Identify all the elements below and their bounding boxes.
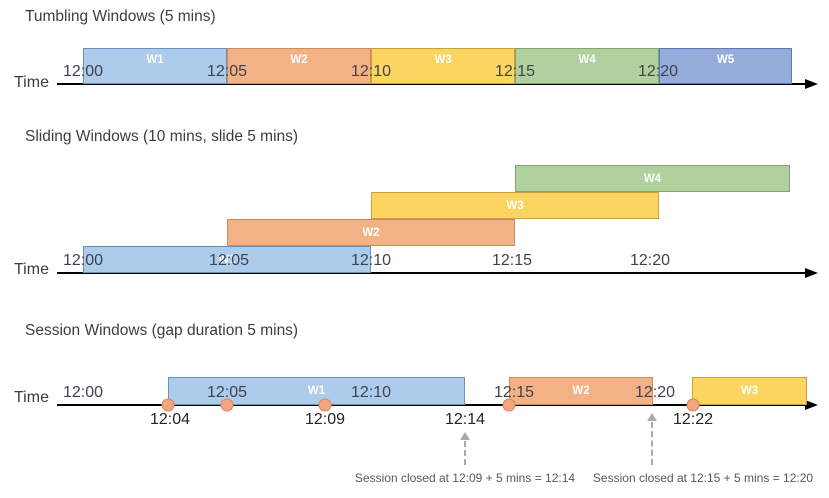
- session-window-w1: W1: [168, 377, 465, 405]
- event-dot: [686, 398, 700, 412]
- window-label: W2: [290, 54, 308, 66]
- tick-label: 12:00: [62, 63, 104, 80]
- up-arrow-icon: [647, 413, 657, 421]
- up-arrow-icon: [460, 432, 470, 440]
- window-label: W1: [307, 385, 326, 397]
- event-time-label: 12:22: [672, 411, 714, 428]
- window-label: W5: [716, 54, 735, 66]
- sliding-window-w3: W3: [371, 192, 659, 219]
- tick-label: 12:05: [206, 384, 248, 401]
- window-label: W2: [572, 385, 590, 397]
- event-time-label: 12:09: [304, 411, 346, 428]
- sliding-windows-title: Sliding Windows (10 mins, slide 5 mins): [25, 128, 299, 145]
- timeline-3: [57, 404, 807, 406]
- tumbling-window-w2: W2: [227, 48, 371, 84]
- tick-label: 12:15: [491, 252, 533, 269]
- event-dot: [161, 398, 175, 412]
- sliding-window-w2: W2: [227, 219, 515, 246]
- session-windows-title: Session Windows (gap duration 5 mins): [25, 322, 299, 339]
- axis-label-time-2: Time: [14, 261, 49, 278]
- dashed-arrow-line: [464, 441, 466, 465]
- event-time-label: 12:04: [149, 411, 191, 428]
- timeline-arrow-icon-2: [805, 268, 818, 278]
- tick-label: 12:15: [494, 63, 536, 80]
- session-window-w2: W2: [509, 377, 653, 405]
- tumbling-windows-title: Tumbling Windows (5 mins): [25, 8, 216, 25]
- window-label: W1: [146, 54, 164, 66]
- tick-label: 12:05: [208, 252, 250, 269]
- window-label: W2: [362, 226, 380, 239]
- event-dot: [220, 398, 234, 412]
- tick-label: 12:10: [350, 252, 392, 269]
- tick-label: 12:10: [350, 63, 392, 80]
- window-label: W4: [578, 54, 596, 66]
- event-dot: [318, 398, 332, 412]
- tumbling-window-w4: W4: [515, 48, 659, 84]
- tumbling-window-w5: W5: [659, 48, 792, 84]
- timeline-arrow-icon-3: [805, 400, 818, 410]
- window-label: W1: [218, 253, 236, 266]
- window-label: W3: [506, 199, 524, 212]
- tick-label: 12:20: [629, 252, 671, 269]
- sliding-window-w1: W1: [83, 246, 371, 273]
- axis-label-time-3: Time: [14, 389, 49, 406]
- tick-label: 12:15: [493, 384, 535, 401]
- tumbling-window-w1: W1: [83, 48, 227, 84]
- session-close-annotation: Session closed at 12:15 + 5 mins = 12:20: [592, 471, 814, 485]
- tick-label: 12:00: [62, 252, 104, 269]
- tick-label: 12:10: [350, 384, 392, 401]
- session-close-annotation: Session closed at 12:09 + 5 mins = 12:14: [354, 471, 576, 485]
- tumbling-window-w3: W3: [371, 48, 515, 84]
- tick-label: 12:20: [637, 63, 679, 80]
- axis-label-time-1: Time: [14, 74, 49, 91]
- session-window-w3: W3: [692, 377, 807, 405]
- event-time-label: 12:14: [444, 411, 486, 428]
- timeline-1: [57, 83, 807, 85]
- tick-label: 12:05: [206, 63, 248, 80]
- window-label: W4: [643, 172, 662, 185]
- event-dot: [502, 398, 516, 412]
- timeline-2: [57, 272, 807, 274]
- window-label: W3: [740, 385, 759, 397]
- sliding-window-w4: W4: [515, 165, 790, 192]
- tick-label: 12:00: [62, 384, 104, 401]
- dashed-arrow-line: [651, 422, 653, 465]
- tick-label: 12:20: [634, 384, 676, 401]
- window-label: W3: [434, 54, 452, 66]
- timeline-arrow-icon-1: [805, 79, 818, 89]
